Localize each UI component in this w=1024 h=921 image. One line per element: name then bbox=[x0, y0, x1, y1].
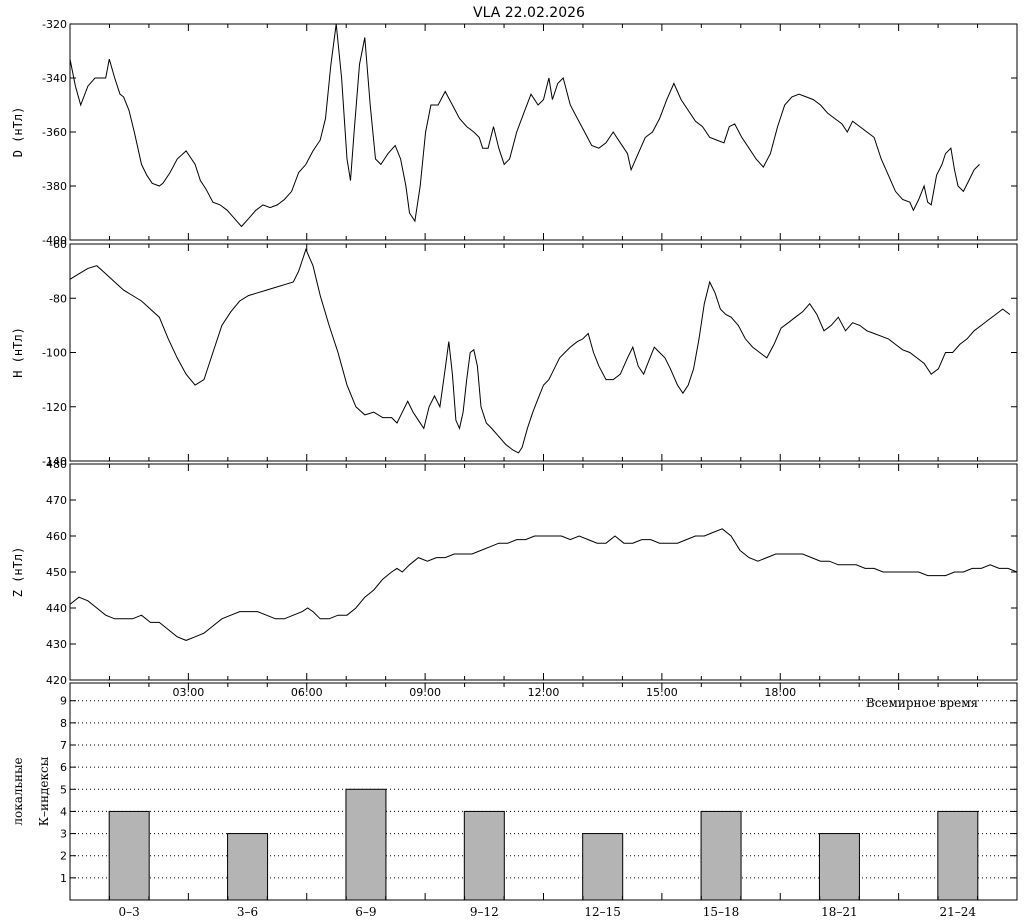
bar-category-label: 3–6 bbox=[237, 905, 258, 919]
y-tick-label: 460 bbox=[46, 530, 67, 543]
y-axis-label: H (нТл) bbox=[11, 327, 25, 378]
y-tick-label: -140 bbox=[42, 455, 67, 468]
y-tick-label: -320 bbox=[42, 18, 67, 31]
k-index-bar bbox=[108, 810, 150, 901]
y-tick-label: 450 bbox=[46, 566, 67, 579]
y-tick-label: 7 bbox=[60, 739, 67, 752]
k-index-bar bbox=[345, 788, 387, 901]
y-tick-label: -360 bbox=[42, 126, 67, 139]
y-tick-label: 420 bbox=[46, 674, 67, 687]
y-tick-label: -60 bbox=[49, 238, 67, 251]
y-tick-label: 9 bbox=[60, 695, 67, 708]
panel-frame-2 bbox=[69, 243, 1018, 462]
bar-category-label: 12–15 bbox=[584, 905, 621, 919]
k-index-bar bbox=[700, 810, 742, 901]
y-tick-label: 4 bbox=[60, 805, 67, 818]
y-tick-label: 6 bbox=[60, 761, 67, 774]
k-index-bar bbox=[818, 833, 860, 901]
time-tick-label: 03:00 bbox=[173, 686, 205, 699]
k-index-bar bbox=[937, 810, 979, 901]
y-tick-label: -120 bbox=[42, 401, 67, 414]
time-tick-label: 09:00 bbox=[409, 686, 441, 699]
y-axis-label-line1: локальные bbox=[11, 757, 25, 825]
y-tick-label: -100 bbox=[42, 347, 67, 360]
y-axis-label: Z (нТл) bbox=[11, 547, 25, 598]
bar-category-label: 21–24 bbox=[940, 905, 977, 919]
panel-frame-3 bbox=[69, 463, 1018, 681]
time-axis-label: Всемирное время bbox=[866, 696, 978, 710]
k-index-bar bbox=[582, 833, 624, 901]
series-line-2 bbox=[69, 248, 1011, 454]
y-tick-label: -400 bbox=[42, 234, 67, 247]
time-tick-label: 15:00 bbox=[646, 686, 678, 699]
bar-category-label: 9–12 bbox=[470, 905, 499, 919]
time-tick-label: 06:00 bbox=[291, 686, 323, 699]
bar-category-label: 18–21 bbox=[821, 905, 858, 919]
panel-frame-1 bbox=[69, 23, 1018, 241]
y-axis-label: D (нТл) bbox=[11, 107, 25, 158]
y-tick-label: 470 bbox=[46, 494, 67, 507]
y-tick-label: 430 bbox=[46, 638, 67, 651]
y-tick-label: 8 bbox=[60, 717, 67, 730]
y-tick-label: 1 bbox=[60, 872, 67, 885]
y-tick-label: 480 bbox=[46, 458, 67, 471]
panel-frame-4 bbox=[69, 682, 1018, 901]
y-axis-label-line2: К–индексы bbox=[37, 756, 51, 826]
time-tick-label: 18:00 bbox=[764, 686, 796, 699]
k-index-bar bbox=[463, 810, 505, 901]
y-tick-label: 3 bbox=[60, 828, 67, 841]
y-tick-label: -380 bbox=[42, 180, 67, 193]
series-line-1 bbox=[69, 23, 980, 228]
bar-category-label: 6–9 bbox=[355, 905, 376, 919]
series-line-3 bbox=[69, 528, 1018, 641]
y-tick-label: 2 bbox=[60, 850, 67, 863]
bar-category-label: 0–3 bbox=[119, 905, 140, 919]
y-tick-label: 5 bbox=[60, 783, 67, 796]
k-index-bar bbox=[227, 833, 269, 901]
chart-title: VLA 22.02.2026 bbox=[473, 5, 585, 21]
time-tick-label: 12:00 bbox=[528, 686, 560, 699]
y-tick-label: -80 bbox=[49, 292, 67, 305]
y-tick-label: -340 bbox=[42, 72, 67, 85]
y-tick-label: 440 bbox=[46, 602, 67, 615]
bar-category-label: 15–18 bbox=[703, 905, 740, 919]
